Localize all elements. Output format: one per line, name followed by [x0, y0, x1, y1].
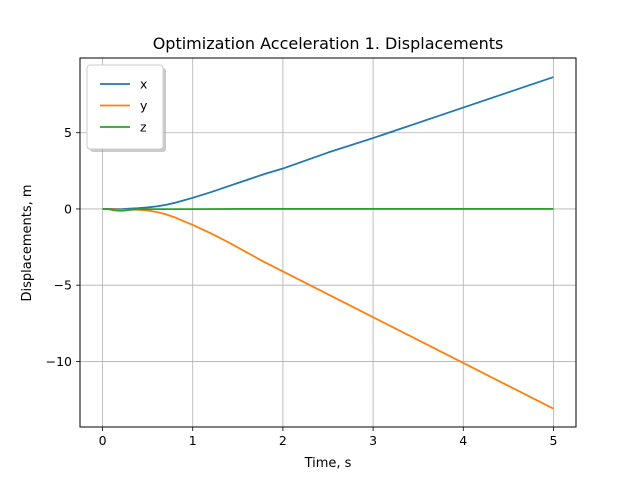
- y-axis-label: Displacements, m: [20, 184, 35, 301]
- x-tick-label: 3: [369, 433, 377, 448]
- legend-label-z: z: [140, 120, 147, 135]
- series-line-z: [102, 208, 554, 212]
- y-tick-label: 5: [64, 125, 72, 140]
- x-tick-label: 5: [549, 433, 557, 448]
- series-line-x: [102, 76, 554, 211]
- x-axis-label: Time, s: [304, 456, 352, 471]
- x-tick-label: 1: [189, 433, 197, 448]
- legend-label-x: x: [140, 77, 147, 92]
- plot-frame: [79, 57, 577, 428]
- x-tick-label: 0: [99, 433, 107, 448]
- legend-label-y: y: [140, 98, 148, 113]
- x-tick-label: 4: [459, 433, 467, 448]
- legend: xyz: [86, 64, 166, 152]
- axis-ticks: 0 1 2 3 4 5 5 0 −5 −10: [46, 125, 558, 448]
- y-tick-label: −5: [54, 278, 72, 293]
- chart-title: Optimization Acceleration 1. Displacemen…: [153, 34, 504, 53]
- x-tick-label: 2: [279, 433, 287, 448]
- y-tick-label: 0: [64, 201, 72, 216]
- series-lines: [102, 76, 554, 410]
- legend-box: [86, 64, 164, 150]
- y-tick-label: −10: [46, 354, 72, 369]
